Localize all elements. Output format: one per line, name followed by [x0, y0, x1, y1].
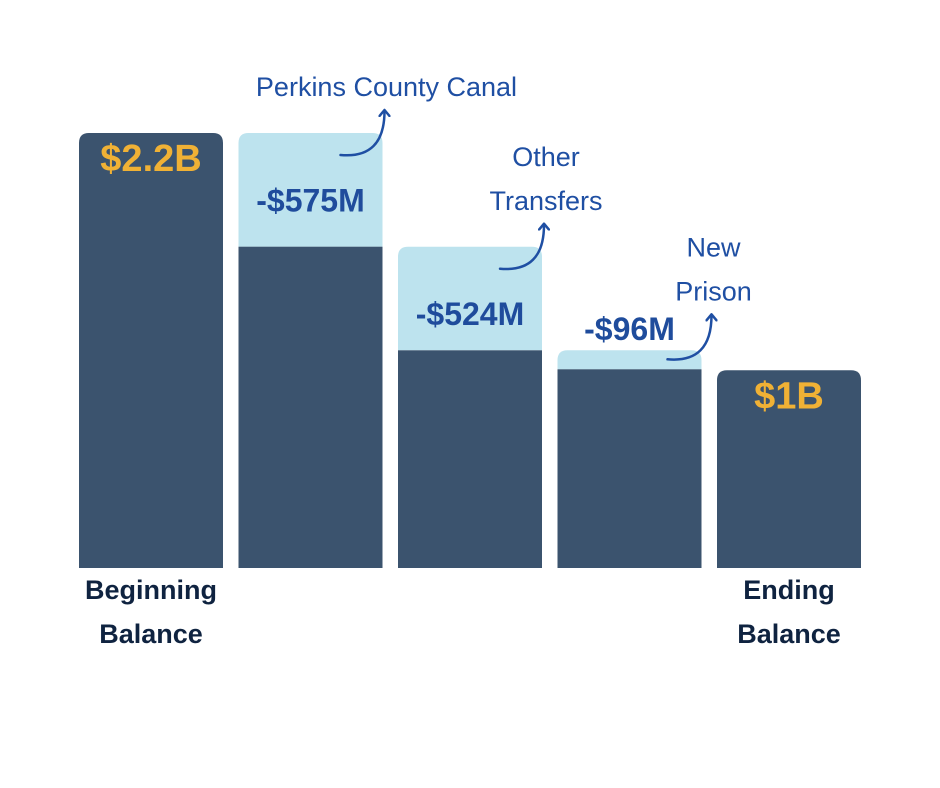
total-bar	[79, 133, 223, 568]
decrease-segment	[398, 246, 542, 351]
category-label: Ending Balance	[737, 575, 841, 649]
annotation-arrow	[339, 111, 385, 157]
annotation: Prison	[675, 276, 752, 306]
category-line: Balance	[99, 619, 203, 649]
category-line: Beginning	[85, 575, 217, 605]
annotation: Other	[512, 142, 580, 172]
category-label: Beginning Balance	[85, 575, 217, 649]
annotation-arrow	[666, 315, 712, 361]
annotation-arrow	[498, 225, 544, 271]
category-line: Balance	[737, 619, 841, 649]
remaining-bar	[557, 369, 702, 568]
total-bar	[717, 370, 861, 568]
decrease-segment	[557, 350, 702, 370]
value-label: -$524M	[416, 296, 525, 332]
annotation: Perkins County Canal	[256, 72, 517, 102]
remaining-bar	[398, 350, 542, 568]
decrease-segment	[238, 133, 383, 247]
annotation: Transfers	[489, 186, 602, 216]
value-label: -$575M	[256, 182, 365, 218]
remaining-bar	[238, 246, 383, 568]
value-label: $1B	[754, 375, 824, 417]
value-label: -$96M	[584, 311, 675, 347]
annotation: New	[686, 232, 741, 262]
category-line: Ending	[743, 575, 834, 605]
value-label: $2.2B	[100, 138, 201, 180]
